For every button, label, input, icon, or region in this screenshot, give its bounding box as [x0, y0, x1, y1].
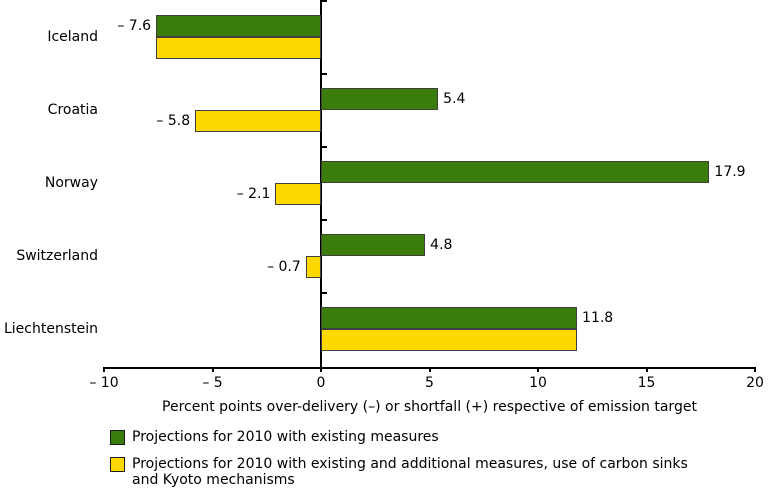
- value-label-switzerland: – 0.7: [267, 259, 301, 275]
- x-tick-label: 20: [746, 375, 764, 391]
- x-tick-label: 5: [425, 375, 434, 391]
- bar-series2-liechtenstein: [321, 329, 578, 351]
- x-tick-label: 0: [316, 375, 326, 391]
- y-axis-tick: [320, 73, 327, 75]
- x-tick-label: 10: [529, 375, 547, 391]
- legend-item-additional-measures: Projections for 2010 with existing and a…: [110, 456, 688, 488]
- value-label-iceland: – 7.6: [117, 18, 152, 34]
- legend-line: Projections for 2010 with existing and a…: [132, 456, 688, 472]
- category-label-liechtenstein: Liechtenstein: [3, 321, 98, 337]
- legend-swatch-green-icon: [110, 430, 125, 445]
- x-axis-title: Percent points over-delivery (–) or shor…: [162, 399, 697, 415]
- x-tick-label: – 10: [89, 375, 119, 391]
- value-label-norway: 17.9: [714, 164, 746, 180]
- bar-series1-switzerland: [321, 234, 426, 256]
- legend: Projections for 2010 with existing measu…: [110, 429, 688, 489]
- bar-series1-croatia: [321, 88, 439, 110]
- category-label-iceland: Iceland: [47, 29, 98, 45]
- y-axis-tick: [320, 0, 327, 2]
- bar-series1-iceland: [156, 15, 321, 37]
- bar-series2-croatia: [195, 110, 321, 132]
- value-label-switzerland: 4.8: [430, 237, 453, 253]
- legend-line: Projections for 2010 with existing measu…: [132, 429, 439, 445]
- bar-series2-iceland: [156, 37, 321, 59]
- bar-series2-switzerland: [305, 256, 321, 278]
- legend-item-existing-measures: Projections for 2010 with existing measu…: [110, 429, 688, 445]
- x-axis-tick: [320, 367, 322, 372]
- bar-series1-liechtenstein: [321, 307, 578, 329]
- category-label-croatia: Croatia: [47, 102, 98, 118]
- x-axis-tick: [103, 367, 105, 372]
- x-tick-label: – 5: [202, 375, 223, 391]
- x-axis-tick: [754, 367, 756, 372]
- zero-axis-line: [320, 1, 322, 367]
- legend-label-existing-measures: Projections for 2010 with existing measu…: [132, 429, 439, 445]
- bar-series1-norway: [321, 161, 710, 183]
- x-axis-tick: [645, 367, 648, 372]
- legend-swatch-yellow-icon: [110, 457, 125, 472]
- y-axis-tick: [320, 292, 327, 294]
- category-label-norway: Norway: [44, 175, 98, 191]
- bar-series2-norway: [275, 183, 321, 205]
- x-axis-tick: [428, 367, 431, 372]
- y-axis-tick: [320, 146, 327, 148]
- category-label-switzerland: Switzerland: [16, 248, 98, 264]
- value-label-norway: – 2.1: [236, 186, 271, 202]
- value-label-liechtenstein: 11.8: [582, 310, 614, 326]
- y-axis-tick: [320, 219, 327, 221]
- x-axis-tick: [211, 367, 214, 372]
- value-label-croatia: 5.4: [443, 91, 466, 107]
- value-label-croatia: – 5.8: [156, 113, 191, 129]
- x-axis-tick: [537, 367, 539, 372]
- x-tick-label: 15: [637, 375, 656, 391]
- legend-line: and Kyoto mechanisms: [132, 472, 295, 488]
- legend-label-additional-measures: Projections for 2010 with existing and a…: [132, 456, 688, 488]
